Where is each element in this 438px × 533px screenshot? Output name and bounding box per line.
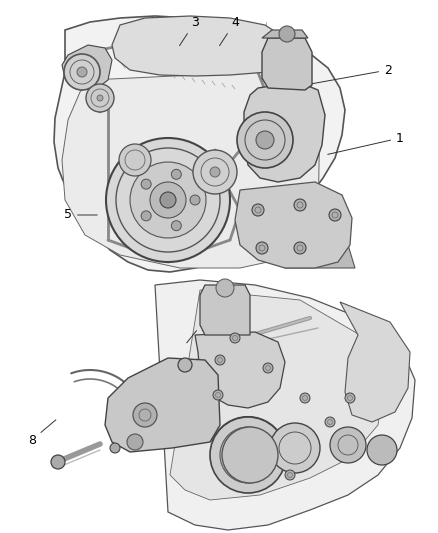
Circle shape (263, 363, 273, 373)
Polygon shape (62, 70, 320, 268)
Circle shape (97, 95, 103, 101)
Circle shape (119, 144, 151, 176)
Text: 8: 8 (28, 420, 56, 447)
Polygon shape (54, 16, 345, 272)
Circle shape (127, 434, 143, 450)
Text: 7: 7 (187, 313, 209, 343)
Circle shape (252, 204, 264, 216)
Circle shape (160, 192, 176, 208)
Polygon shape (244, 82, 325, 182)
Circle shape (130, 162, 206, 238)
Circle shape (51, 455, 65, 469)
Polygon shape (195, 332, 285, 408)
Polygon shape (285, 225, 355, 268)
Text: 4: 4 (219, 15, 239, 46)
Circle shape (256, 242, 268, 254)
Text: 5: 5 (64, 208, 97, 222)
Circle shape (256, 131, 274, 149)
Circle shape (213, 390, 223, 400)
Circle shape (234, 441, 262, 469)
Polygon shape (170, 290, 385, 500)
Circle shape (345, 393, 355, 403)
Circle shape (215, 355, 225, 365)
Circle shape (171, 169, 181, 179)
Circle shape (329, 209, 341, 221)
Polygon shape (62, 45, 112, 90)
Circle shape (270, 423, 320, 473)
Circle shape (230, 333, 240, 343)
Circle shape (141, 179, 151, 189)
Circle shape (178, 358, 192, 372)
Circle shape (216, 279, 234, 297)
Circle shape (330, 427, 366, 463)
Circle shape (285, 470, 295, 480)
Circle shape (110, 443, 120, 453)
Circle shape (210, 417, 286, 493)
Polygon shape (235, 182, 352, 268)
Circle shape (325, 417, 335, 427)
Polygon shape (262, 38, 312, 90)
Circle shape (133, 403, 157, 427)
Circle shape (86, 84, 114, 112)
Text: 6: 6 (168, 381, 219, 401)
Circle shape (210, 167, 220, 177)
Polygon shape (155, 280, 415, 530)
Circle shape (294, 199, 306, 211)
Circle shape (141, 211, 151, 221)
Circle shape (193, 150, 237, 194)
Circle shape (171, 221, 181, 231)
Polygon shape (200, 285, 250, 335)
Circle shape (279, 26, 295, 42)
Circle shape (367, 435, 397, 465)
Text: 1: 1 (328, 132, 404, 155)
Text: 2: 2 (308, 63, 392, 85)
Circle shape (222, 427, 278, 483)
Polygon shape (340, 302, 410, 422)
Polygon shape (105, 358, 220, 452)
Circle shape (190, 195, 200, 205)
Circle shape (300, 393, 310, 403)
Text: 3: 3 (180, 15, 199, 46)
Polygon shape (262, 30, 308, 38)
Circle shape (77, 67, 87, 77)
Circle shape (237, 112, 293, 168)
Circle shape (150, 182, 186, 218)
Circle shape (64, 54, 100, 90)
Circle shape (294, 242, 306, 254)
Circle shape (106, 138, 230, 262)
Polygon shape (112, 16, 290, 76)
